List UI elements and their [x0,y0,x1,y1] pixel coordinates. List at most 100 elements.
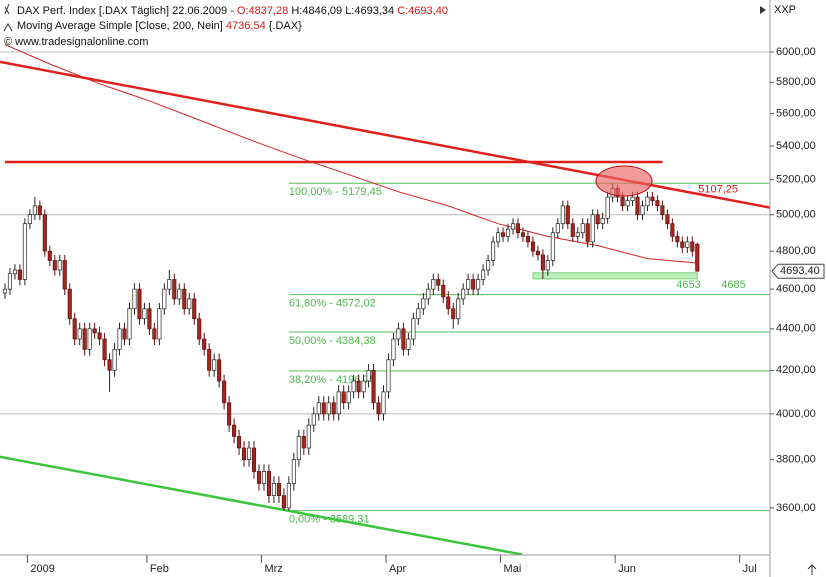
candle-body [266,471,272,496]
candle-body [660,205,665,216]
candle-body [207,348,212,371]
candle-body [386,359,391,393]
candle-body [366,369,371,382]
candle-body [17,269,22,280]
y-tick-label: 6000,00 [776,46,816,58]
candle-body [426,288,431,300]
candle-body [451,308,456,320]
candle-body [570,223,575,237]
candle-body [620,196,625,207]
candle-body [311,413,316,426]
y-tick-label: 4200,00 [776,364,816,376]
candle-body [431,279,436,290]
candle-body [491,241,496,261]
y-tick-label: 5800,00 [776,76,816,88]
candle-body [32,205,37,216]
credit: © www.tradesignalonline.com [4,36,148,48]
candle-body [147,308,152,330]
candle-body [202,338,207,350]
candle-body [152,328,157,340]
candle-body [585,223,590,243]
candle-body [336,391,341,415]
candle-body [635,196,640,216]
y-tick-label: 4400,00 [776,323,816,335]
candle-body [496,232,501,243]
candle-body [530,241,535,252]
candle-body [580,223,585,234]
candle-body [77,328,82,340]
candle-body [650,196,655,201]
candle-body [97,332,102,340]
candle-body [212,359,217,371]
candle-body [321,402,326,415]
candle-body [540,254,545,271]
icon [4,3,10,15]
candle-body [675,236,680,243]
candle-body [157,308,162,340]
candle-body [291,459,296,484]
candle-body [665,214,670,225]
candle-body [421,298,426,310]
candle-body [92,328,97,334]
candle-body [37,205,42,216]
candle-body [510,223,516,230]
candle-body [695,243,700,272]
last-price-badge [771,263,825,279]
candle-body [62,260,67,290]
candle-body [237,436,242,449]
candle-body [276,483,281,496]
highlight-ellipse [595,165,653,197]
candle-body [296,436,301,461]
candle-body [42,214,47,252]
candle-body [326,402,331,415]
candle-body [82,328,87,350]
candle-body [645,196,650,207]
candle-body [137,288,142,320]
candle-body [281,495,286,509]
candle-body [331,402,336,415]
candle-body [456,298,461,320]
symbol: XXP [774,4,796,16]
support-zone [532,272,698,280]
x-tick-label: Jul [743,563,757,575]
candle-body [690,241,695,252]
candle-body [162,288,167,310]
candle-body [515,223,521,234]
last-price-label: 4693,40 [780,265,820,277]
candle-body [600,217,605,225]
x-tick-label: Mai [504,563,522,575]
title: DAX Perf. Index [.DAX Täglich] 22.06.200… [17,5,234,17]
candle-body [505,228,511,237]
candle-body [436,279,441,286]
candle-body [172,279,177,300]
scroll-arrow[interactable] [807,564,817,575]
y-tick-label: 4000,00 [776,408,816,420]
trend-label: 5107,25 [698,184,738,196]
candle-body [381,391,386,415]
candle-body [590,214,595,243]
candle-body [371,369,376,404]
candle-body [177,288,182,300]
candle-body [67,288,72,320]
candle-body [316,402,321,415]
candle-body [461,288,466,300]
candle-body [192,298,197,320]
candle-body [112,348,117,371]
candle-body [376,402,381,415]
zone-label: 4685 [721,279,745,291]
candle-body [232,424,237,437]
candle-body [555,223,560,234]
candle-body [87,328,92,350]
candle-body [655,200,660,207]
high-label: H:4846,09 [291,5,342,17]
candle-body [52,260,57,271]
candle-body [535,250,540,256]
candle-body [401,328,406,350]
candle-body [550,232,555,261]
y-tick-label: 4600,00 [776,283,816,295]
zone-label: 4653 [676,279,700,291]
candle-body [625,200,630,207]
y-tick-label: 3600,00 [776,502,816,514]
x-tick-label: Jun [618,563,636,575]
